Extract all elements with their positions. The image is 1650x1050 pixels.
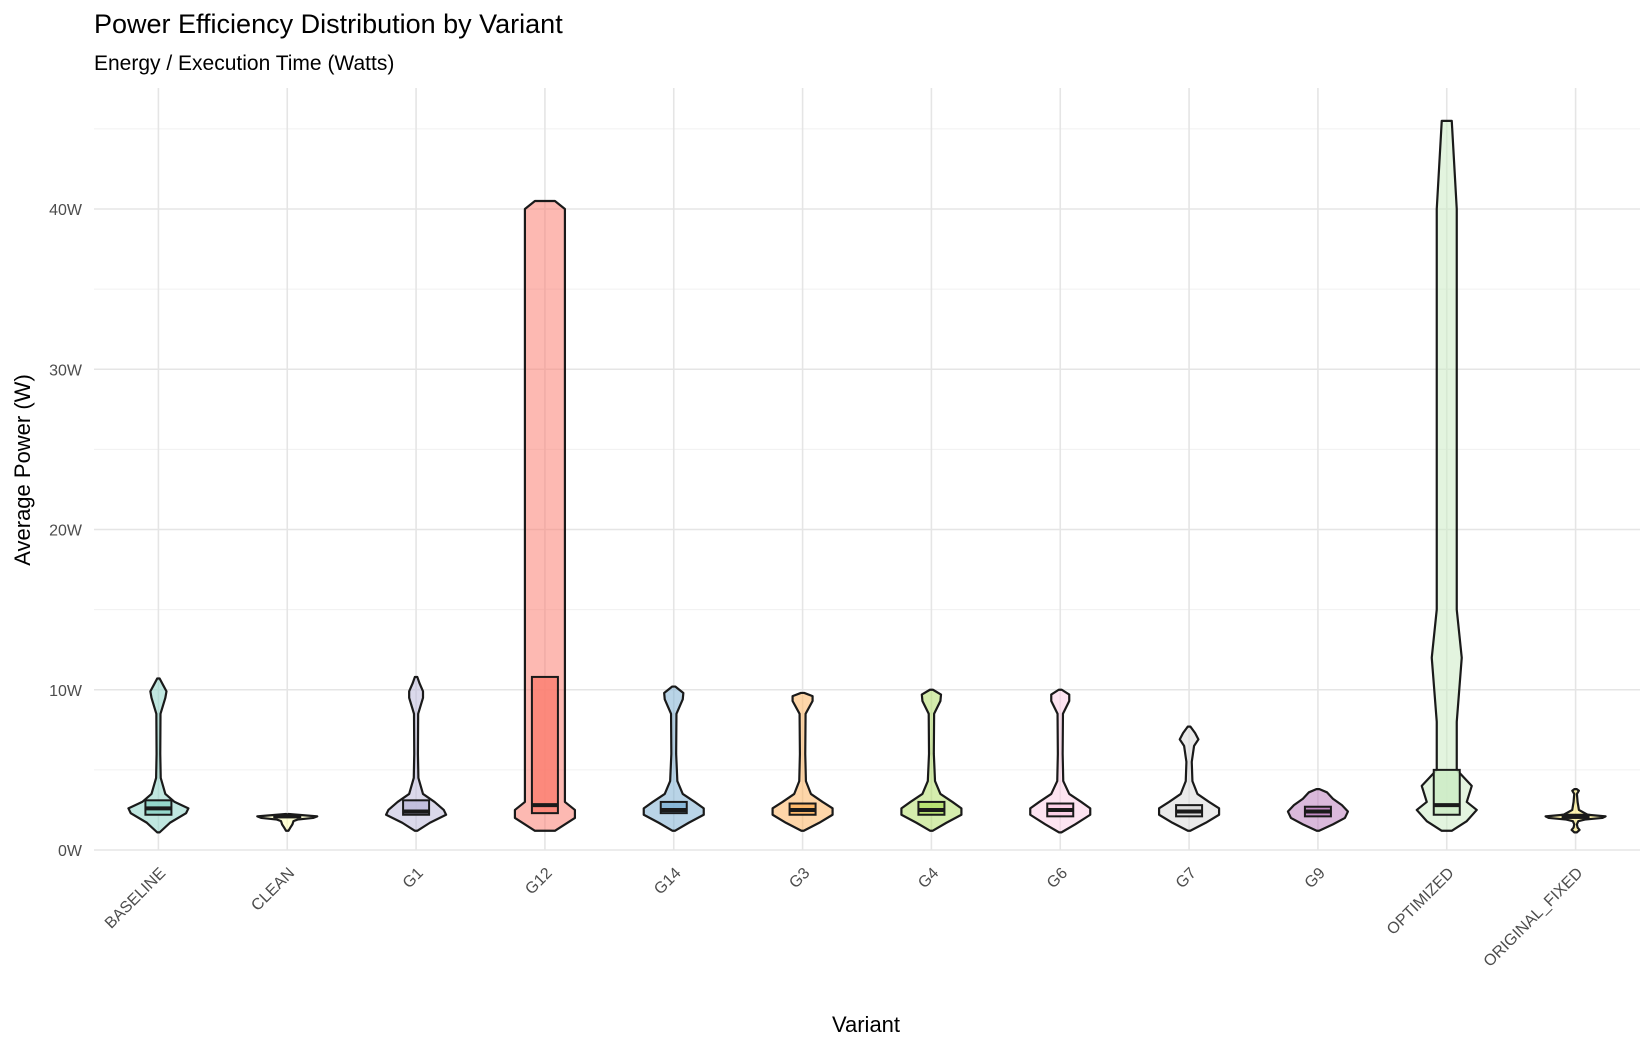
violin-g1 xyxy=(384,675,448,832)
x-tick-label: OPTIMIZED xyxy=(1384,865,1458,939)
box-g12 xyxy=(530,675,559,815)
x-tick-label: G14 xyxy=(651,865,684,898)
x-tick-label: CLEAN xyxy=(248,865,298,915)
y-tick-label: 30W xyxy=(49,362,83,379)
x-tick-label: G6 xyxy=(1044,865,1071,892)
x-tick-label: G9 xyxy=(1302,865,1329,892)
violin-g6 xyxy=(1029,688,1092,834)
box-layer xyxy=(144,675,1590,819)
violin-g7 xyxy=(1157,725,1221,832)
violin-g14 xyxy=(642,685,705,832)
x-tick-label: G12 xyxy=(522,865,555,898)
violin-g4 xyxy=(900,688,963,832)
axis-layer: 0W 10W 20W 30W 40W BASELINE CLEAN G1 G12 G14 G3 G4 G… xyxy=(49,202,1586,971)
grid-layer xyxy=(94,88,1640,851)
violin-optimized xyxy=(1415,119,1478,832)
box-g14 xyxy=(659,800,688,815)
x-tick-label: G4 xyxy=(915,865,942,892)
violin-baseline xyxy=(127,677,190,834)
x-tick-label: G7 xyxy=(1173,865,1200,892)
x-tick-label: BASELINE xyxy=(102,865,169,932)
y-axis-title: Average Power (W) xyxy=(10,374,35,566)
y-tick-label: 10W xyxy=(49,683,83,700)
violin-g3 xyxy=(771,691,834,832)
violin-original_fixed xyxy=(1544,788,1607,834)
y-tick-label: 0W xyxy=(58,843,83,860)
x-tick-label: ORIGINAL_FIXED xyxy=(1481,865,1587,971)
x-tick-label: G3 xyxy=(786,865,813,892)
y-tick-label: 20W xyxy=(49,523,83,540)
x-axis-title: Variant xyxy=(832,1012,900,1037)
violin-g12 xyxy=(513,199,577,832)
violin-layer xyxy=(127,119,1607,834)
x-tick-label: G1 xyxy=(400,865,427,892)
y-tick-label: 40W xyxy=(49,202,83,219)
chart-title: Power Efficiency Distribution by Variant xyxy=(94,9,563,39)
chart-subtitle: Energy / Execution Time (Watts) xyxy=(94,52,394,75)
box-optimized xyxy=(1432,768,1461,816)
